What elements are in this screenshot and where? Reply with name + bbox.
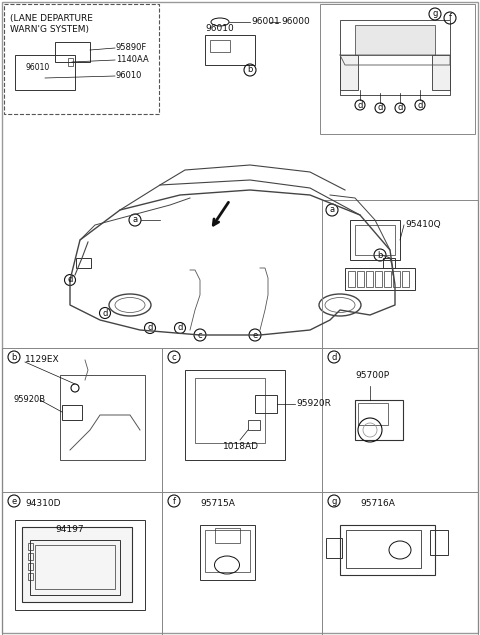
Text: 95890F: 95890F	[116, 44, 147, 53]
Bar	[248, 420, 260, 430]
Bar	[355, 225, 395, 255]
Text: 96000: 96000	[281, 18, 310, 27]
Text: e: e	[252, 330, 258, 340]
Bar	[60, 375, 145, 460]
Text: e: e	[12, 497, 17, 505]
Text: d: d	[357, 100, 363, 109]
Bar	[200, 525, 255, 580]
Bar	[340, 20, 450, 95]
Bar	[195, 378, 265, 443]
Text: 95716A: 95716A	[360, 500, 395, 509]
Bar	[22, 527, 132, 602]
Bar	[205, 530, 250, 572]
Text: d: d	[331, 352, 336, 361]
Bar	[346, 530, 421, 568]
Text: 96010: 96010	[25, 64, 49, 72]
Text: 94310D: 94310D	[25, 500, 60, 509]
Bar	[185, 370, 285, 460]
Bar	[28, 563, 33, 570]
Bar	[55, 42, 90, 62]
Bar	[62, 405, 82, 420]
Text: b: b	[12, 352, 17, 361]
Bar	[402, 271, 409, 287]
Bar	[210, 40, 230, 52]
Text: d: d	[417, 100, 423, 109]
Bar	[326, 538, 342, 558]
Bar	[355, 400, 403, 440]
Text: f: f	[448, 13, 452, 22]
Bar	[322, 200, 478, 348]
Text: 95920B: 95920B	[14, 396, 46, 404]
Text: 94197: 94197	[55, 526, 84, 535]
Text: 96010: 96010	[205, 24, 234, 33]
Text: a: a	[132, 215, 138, 225]
Text: b: b	[247, 65, 252, 74]
Text: 1140AA: 1140AA	[116, 55, 149, 65]
Text: 96010: 96010	[116, 72, 143, 81]
Bar	[340, 55, 358, 90]
Bar	[393, 271, 400, 287]
Text: g: g	[331, 497, 336, 505]
Bar	[430, 530, 448, 555]
Bar	[68, 58, 73, 66]
Bar	[366, 271, 373, 287]
Bar	[28, 573, 33, 580]
Bar	[384, 271, 391, 287]
Bar	[35, 545, 115, 589]
Bar	[345, 268, 415, 290]
Text: c: c	[198, 330, 202, 340]
Bar	[28, 543, 33, 550]
Text: 95700P: 95700P	[355, 370, 389, 380]
Bar	[2, 348, 162, 492]
Text: 95920R: 95920R	[296, 399, 331, 408]
Bar	[340, 525, 435, 575]
Text: 96001: 96001	[251, 18, 280, 27]
Bar	[357, 271, 364, 287]
Bar	[2, 492, 162, 635]
Bar	[162, 492, 322, 635]
Text: g: g	[432, 10, 438, 18]
Bar	[322, 492, 478, 635]
Text: d: d	[177, 323, 183, 333]
Bar	[355, 25, 435, 55]
Bar	[383, 258, 395, 268]
Bar	[255, 395, 277, 413]
Bar	[4, 4, 159, 114]
Bar	[320, 4, 475, 134]
Text: d: d	[377, 104, 383, 112]
Text: b: b	[377, 250, 383, 260]
Text: c: c	[172, 352, 176, 361]
Text: a: a	[329, 206, 335, 215]
Bar	[358, 403, 388, 425]
Bar	[348, 271, 355, 287]
Bar	[432, 55, 450, 90]
Text: (LANE DEPARTURE
WARN'G SYSTEM): (LANE DEPARTURE WARN'G SYSTEM)	[10, 14, 93, 34]
Text: d: d	[147, 323, 153, 333]
Text: 95410Q: 95410Q	[405, 220, 441, 229]
Bar	[350, 220, 400, 260]
Bar	[15, 55, 75, 90]
Bar	[205, 35, 255, 65]
Text: d: d	[102, 309, 108, 318]
Text: d: d	[67, 276, 72, 284]
Text: 95715A: 95715A	[200, 500, 235, 509]
Text: f: f	[172, 497, 176, 505]
Bar	[375, 271, 382, 287]
Bar	[322, 348, 478, 492]
Bar	[162, 348, 322, 492]
Bar	[28, 553, 33, 560]
Bar	[215, 528, 240, 543]
Text: 1129EX: 1129EX	[25, 356, 60, 364]
Bar	[30, 540, 120, 595]
Text: d: d	[397, 104, 403, 112]
Bar	[15, 520, 145, 610]
Bar	[76, 258, 91, 268]
Text: 1018AD: 1018AD	[223, 442, 259, 451]
